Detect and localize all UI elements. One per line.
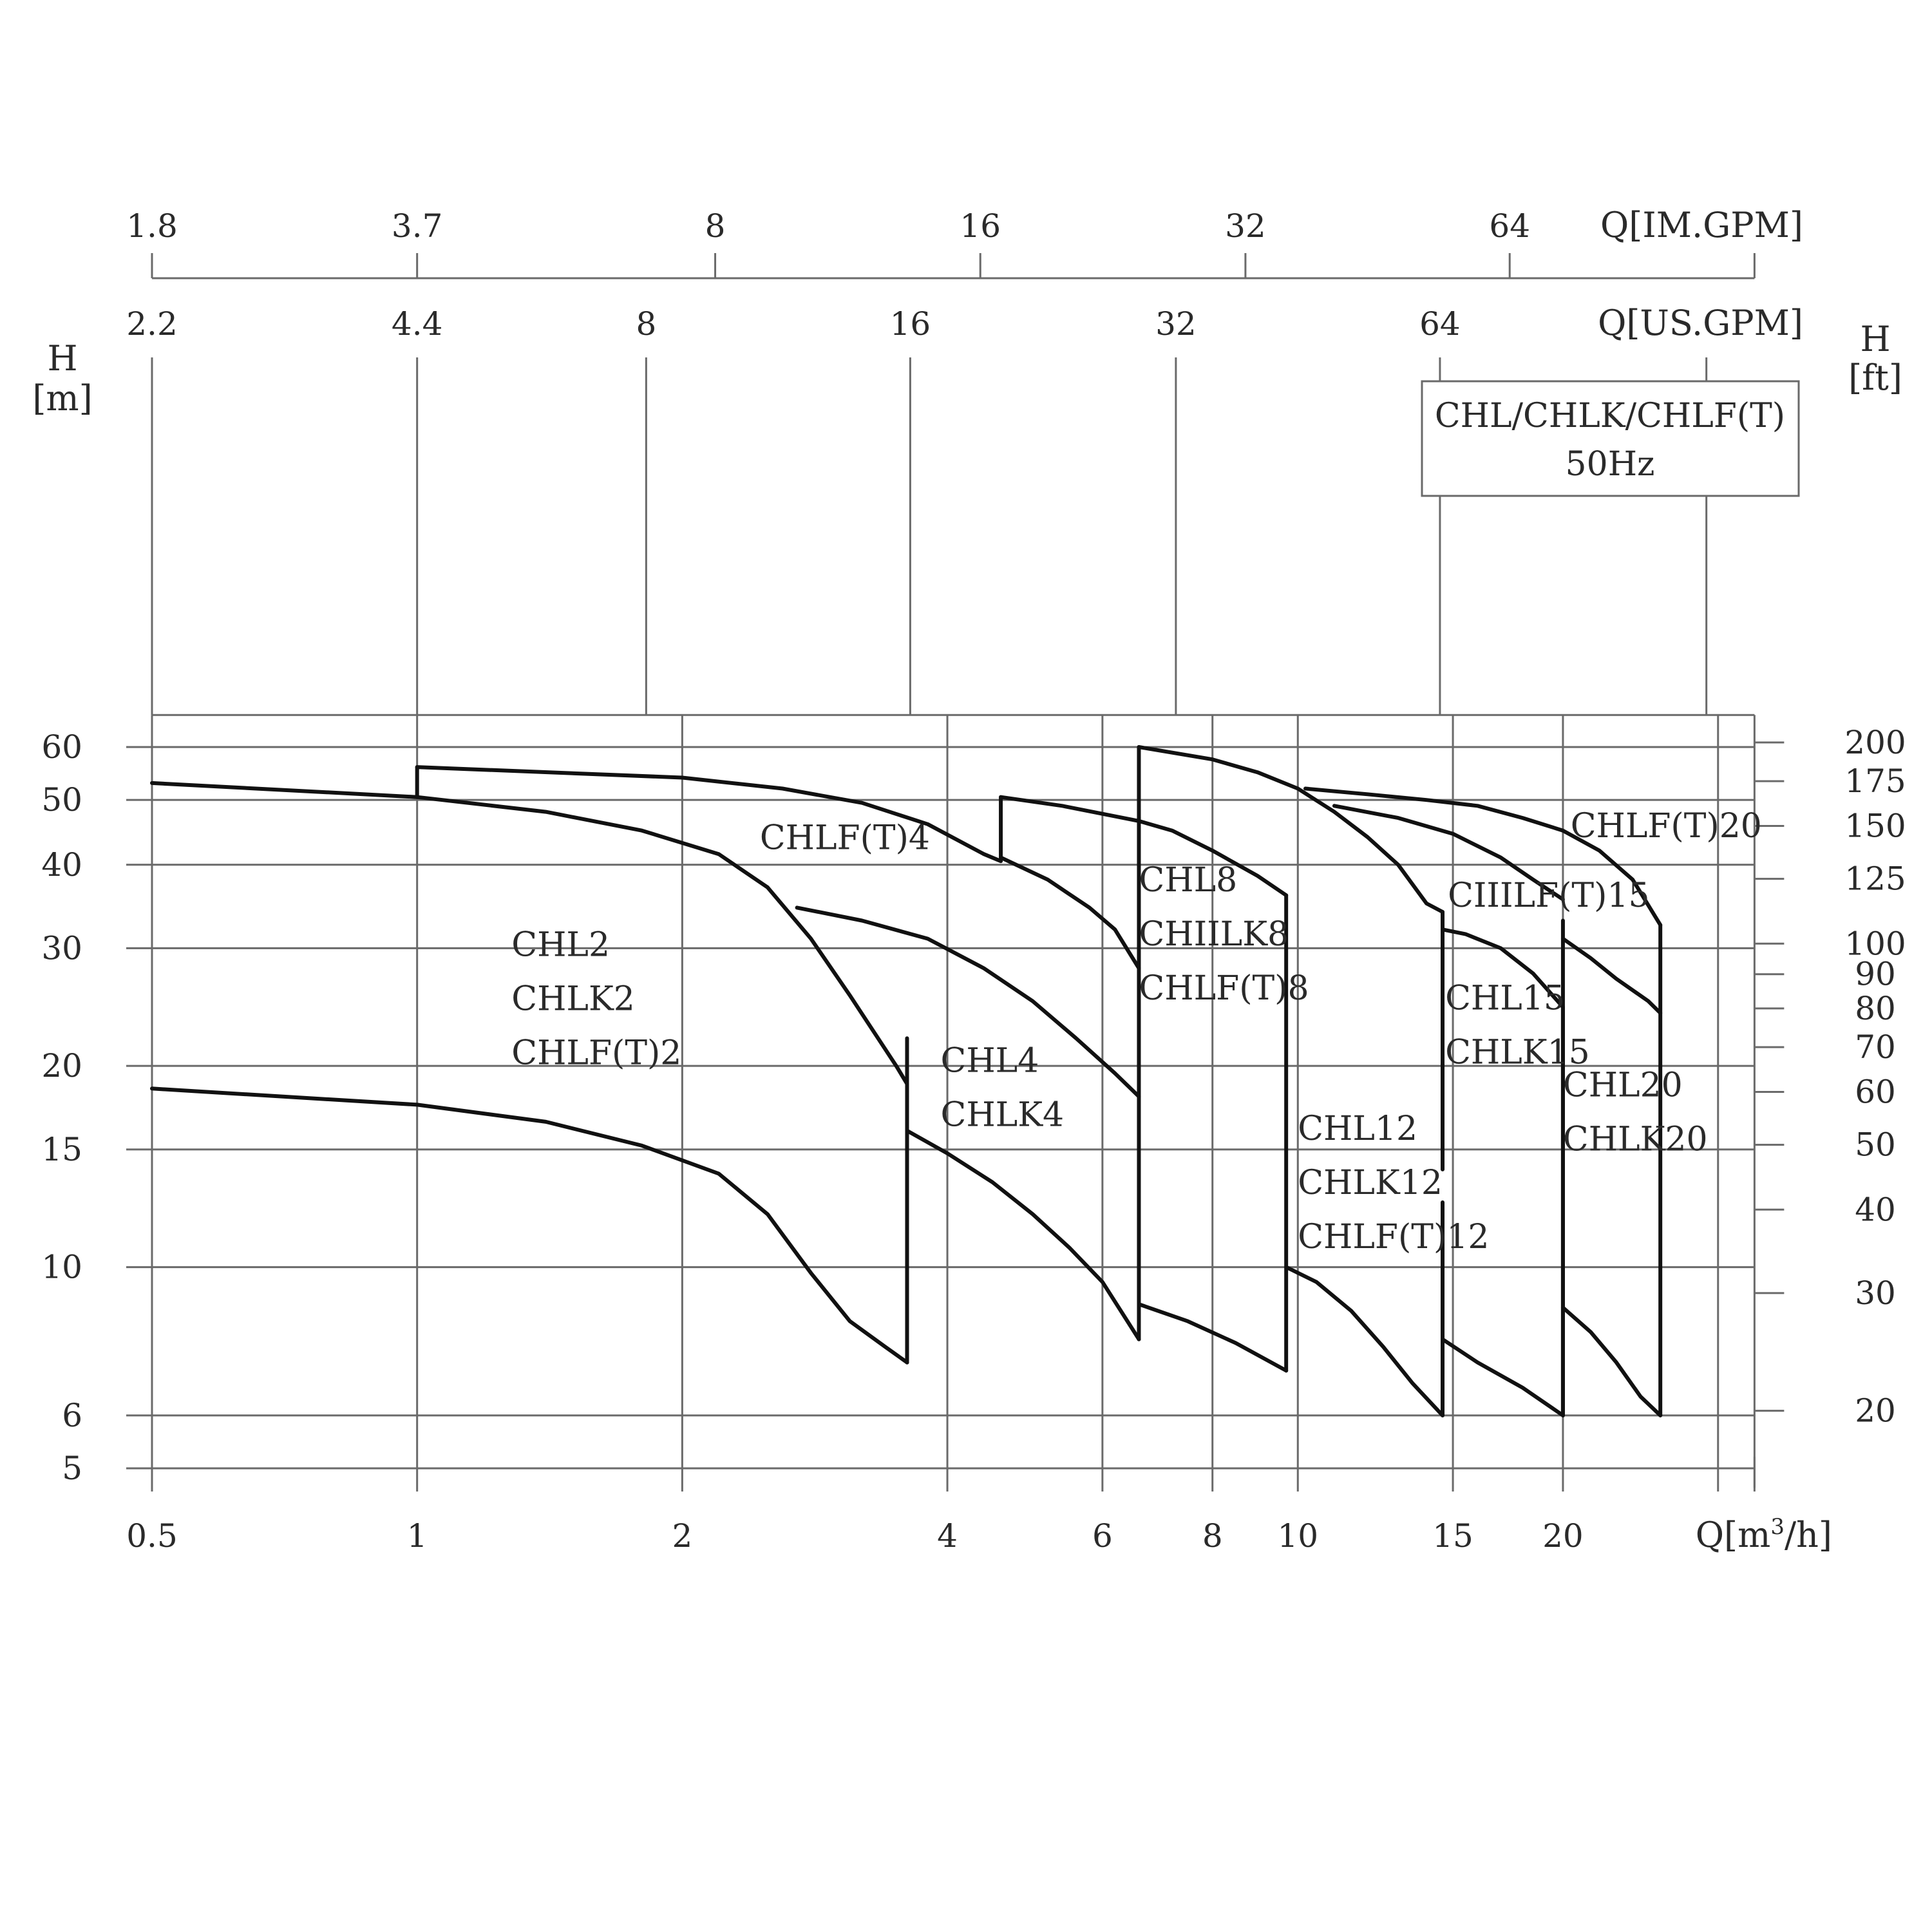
us-gpm-tick-label: 64 <box>1419 305 1461 343</box>
y2-tick-label: 100 <box>1844 925 1906 962</box>
model-label: CHL4 <box>941 1041 1039 1080</box>
y2-tick-label: 70 <box>1855 1028 1896 1066</box>
model-label: CHLK12 <box>1298 1164 1443 1202</box>
x-tick-label: 2 <box>672 1517 692 1555</box>
y-tick-label: 40 <box>41 846 82 884</box>
y2-tick-label: 150 <box>1844 808 1906 845</box>
us-gpm-axis-label: Q[US.GPM] <box>1598 303 1803 343</box>
y2-tick-label: 40 <box>1855 1191 1896 1228</box>
performance-curve <box>999 855 1141 971</box>
performance-curve <box>1332 804 1565 902</box>
y-axis-label-line: [m] <box>32 378 92 419</box>
y2-tick-label: 50 <box>1855 1126 1896 1164</box>
y-tick-label: 30 <box>41 929 82 967</box>
performance-curve <box>1137 745 1444 914</box>
x-tick-label: 1 <box>407 1517 428 1555</box>
y2-tick-label: 175 <box>1844 762 1906 800</box>
y-tick-label: 10 <box>41 1249 82 1286</box>
performance-curve <box>1303 786 1663 927</box>
curve-layer <box>150 745 1663 1417</box>
y-tick-label: 20 <box>41 1047 82 1084</box>
us-gpm-tick-label: 16 <box>890 305 931 343</box>
im-gpm-tick-label: 16 <box>960 207 1001 245</box>
model-label: CHLK20 <box>1563 1121 1708 1159</box>
model-label: CHL20 <box>1563 1066 1683 1105</box>
x-tick-label: 4 <box>937 1517 958 1555</box>
us-gpm-tick-label: 32 <box>1155 305 1197 343</box>
x-tick-label: 6 <box>1092 1517 1113 1555</box>
performance-curve <box>1560 1305 1663 1417</box>
performance-curve <box>1441 1337 1565 1417</box>
y-tick-label: 6 <box>62 1397 82 1434</box>
model-label: CHLF(T)20 <box>1571 807 1762 846</box>
y2-tick-label: 60 <box>1855 1074 1896 1111</box>
im-gpm-tick-label: 64 <box>1489 207 1530 245</box>
model-label: CHLK2 <box>511 980 635 1019</box>
axis-layer: 5 6 10 15 20 30 40 50 60 0.5 1 2 4 6 8 10 15 20 Q[m3/h] 2.2… <box>32 205 1906 1555</box>
im-gpm-tick-label: 3.7 <box>392 207 443 245</box>
performance-curve <box>905 1128 1141 1341</box>
label-layer: CHL2 CHLK2 CHLF(T)2 CHLF(T)4 CHL4 CHLK4 CHL8 CH… <box>511 807 1762 1256</box>
model-label: CHL2 <box>511 926 610 965</box>
y2-tick-label: 20 <box>1855 1392 1896 1430</box>
model-label: CHLF(T)8 <box>1139 969 1309 1008</box>
model-label: CHLK15 <box>1445 1033 1590 1072</box>
y-tick-label: 15 <box>41 1131 82 1168</box>
performance-curve <box>999 795 1289 898</box>
model-label: CHLK4 <box>941 1095 1065 1134</box>
y2-tick-label: 90 <box>1855 956 1896 993</box>
y-tick-label: 5 <box>62 1450 82 1487</box>
y2-axis-label-line: H <box>1860 319 1890 359</box>
model-label: CIIILF(T)15 <box>1448 876 1649 915</box>
x-axis-label: Q[m3/h] <box>1696 1514 1832 1555</box>
performance-curve <box>415 765 1003 864</box>
model-label: CHL8 <box>1139 861 1237 900</box>
y2-tick-label: 200 <box>1844 724 1906 761</box>
legend-line-2: 50Hz <box>1566 445 1655 484</box>
y-axis-label-line: H <box>47 338 77 379</box>
performance-curve <box>1441 927 1565 1009</box>
model-label: CHLF(T)2 <box>511 1034 681 1073</box>
x-tick-label: 0.5 <box>126 1517 178 1555</box>
model-label: CHL15 <box>1445 979 1565 1018</box>
model-label: CHLF(T)4 <box>760 819 930 858</box>
im-gpm-tick-label: 32 <box>1225 207 1266 245</box>
performance-curve <box>1284 1265 1444 1417</box>
x-tick-label: 10 <box>1277 1517 1318 1555</box>
performance-curve <box>795 905 1141 1099</box>
performance-curve <box>150 781 909 1365</box>
x-tick-label: 20 <box>1542 1517 1584 1555</box>
us-gpm-tick-label: 4.4 <box>392 305 443 343</box>
legend-layer: CHL/CHLK/CHLF(T) 50Hz <box>1421 380 1800 497</box>
im-gpm-tick-label: 8 <box>705 207 726 245</box>
y2-tick-label: 125 <box>1844 860 1906 898</box>
im-gpm-axis-label: Q[IM.GPM] <box>1600 205 1803 245</box>
im-gpm-tick-label: 1.8 <box>126 207 178 245</box>
y2-tick-label: 30 <box>1855 1274 1896 1312</box>
legend-line-1: CHL/CHLK/CHLF(T) <box>1435 397 1785 435</box>
x-tick-label: 15 <box>1432 1517 1473 1555</box>
x-tick-label: 8 <box>1202 1517 1223 1555</box>
performance-curve <box>150 1086 909 1365</box>
performance-curve <box>1137 1302 1289 1373</box>
y-tick-label: 60 <box>41 728 82 766</box>
y2-axis-label-line: [ft] <box>1848 357 1902 398</box>
model-label: CHIILK8 <box>1139 915 1289 954</box>
y-tick-label: 50 <box>41 781 82 819</box>
y2-tick-label: 80 <box>1855 990 1896 1027</box>
model-label: CHL12 <box>1298 1110 1417 1148</box>
us-gpm-tick-label: 8 <box>636 305 656 343</box>
performance-curve <box>1560 936 1663 1015</box>
us-gpm-tick-label: 2.2 <box>126 305 178 343</box>
model-label: CHLF(T)12 <box>1298 1218 1489 1256</box>
legend-box <box>1421 380 1800 497</box>
